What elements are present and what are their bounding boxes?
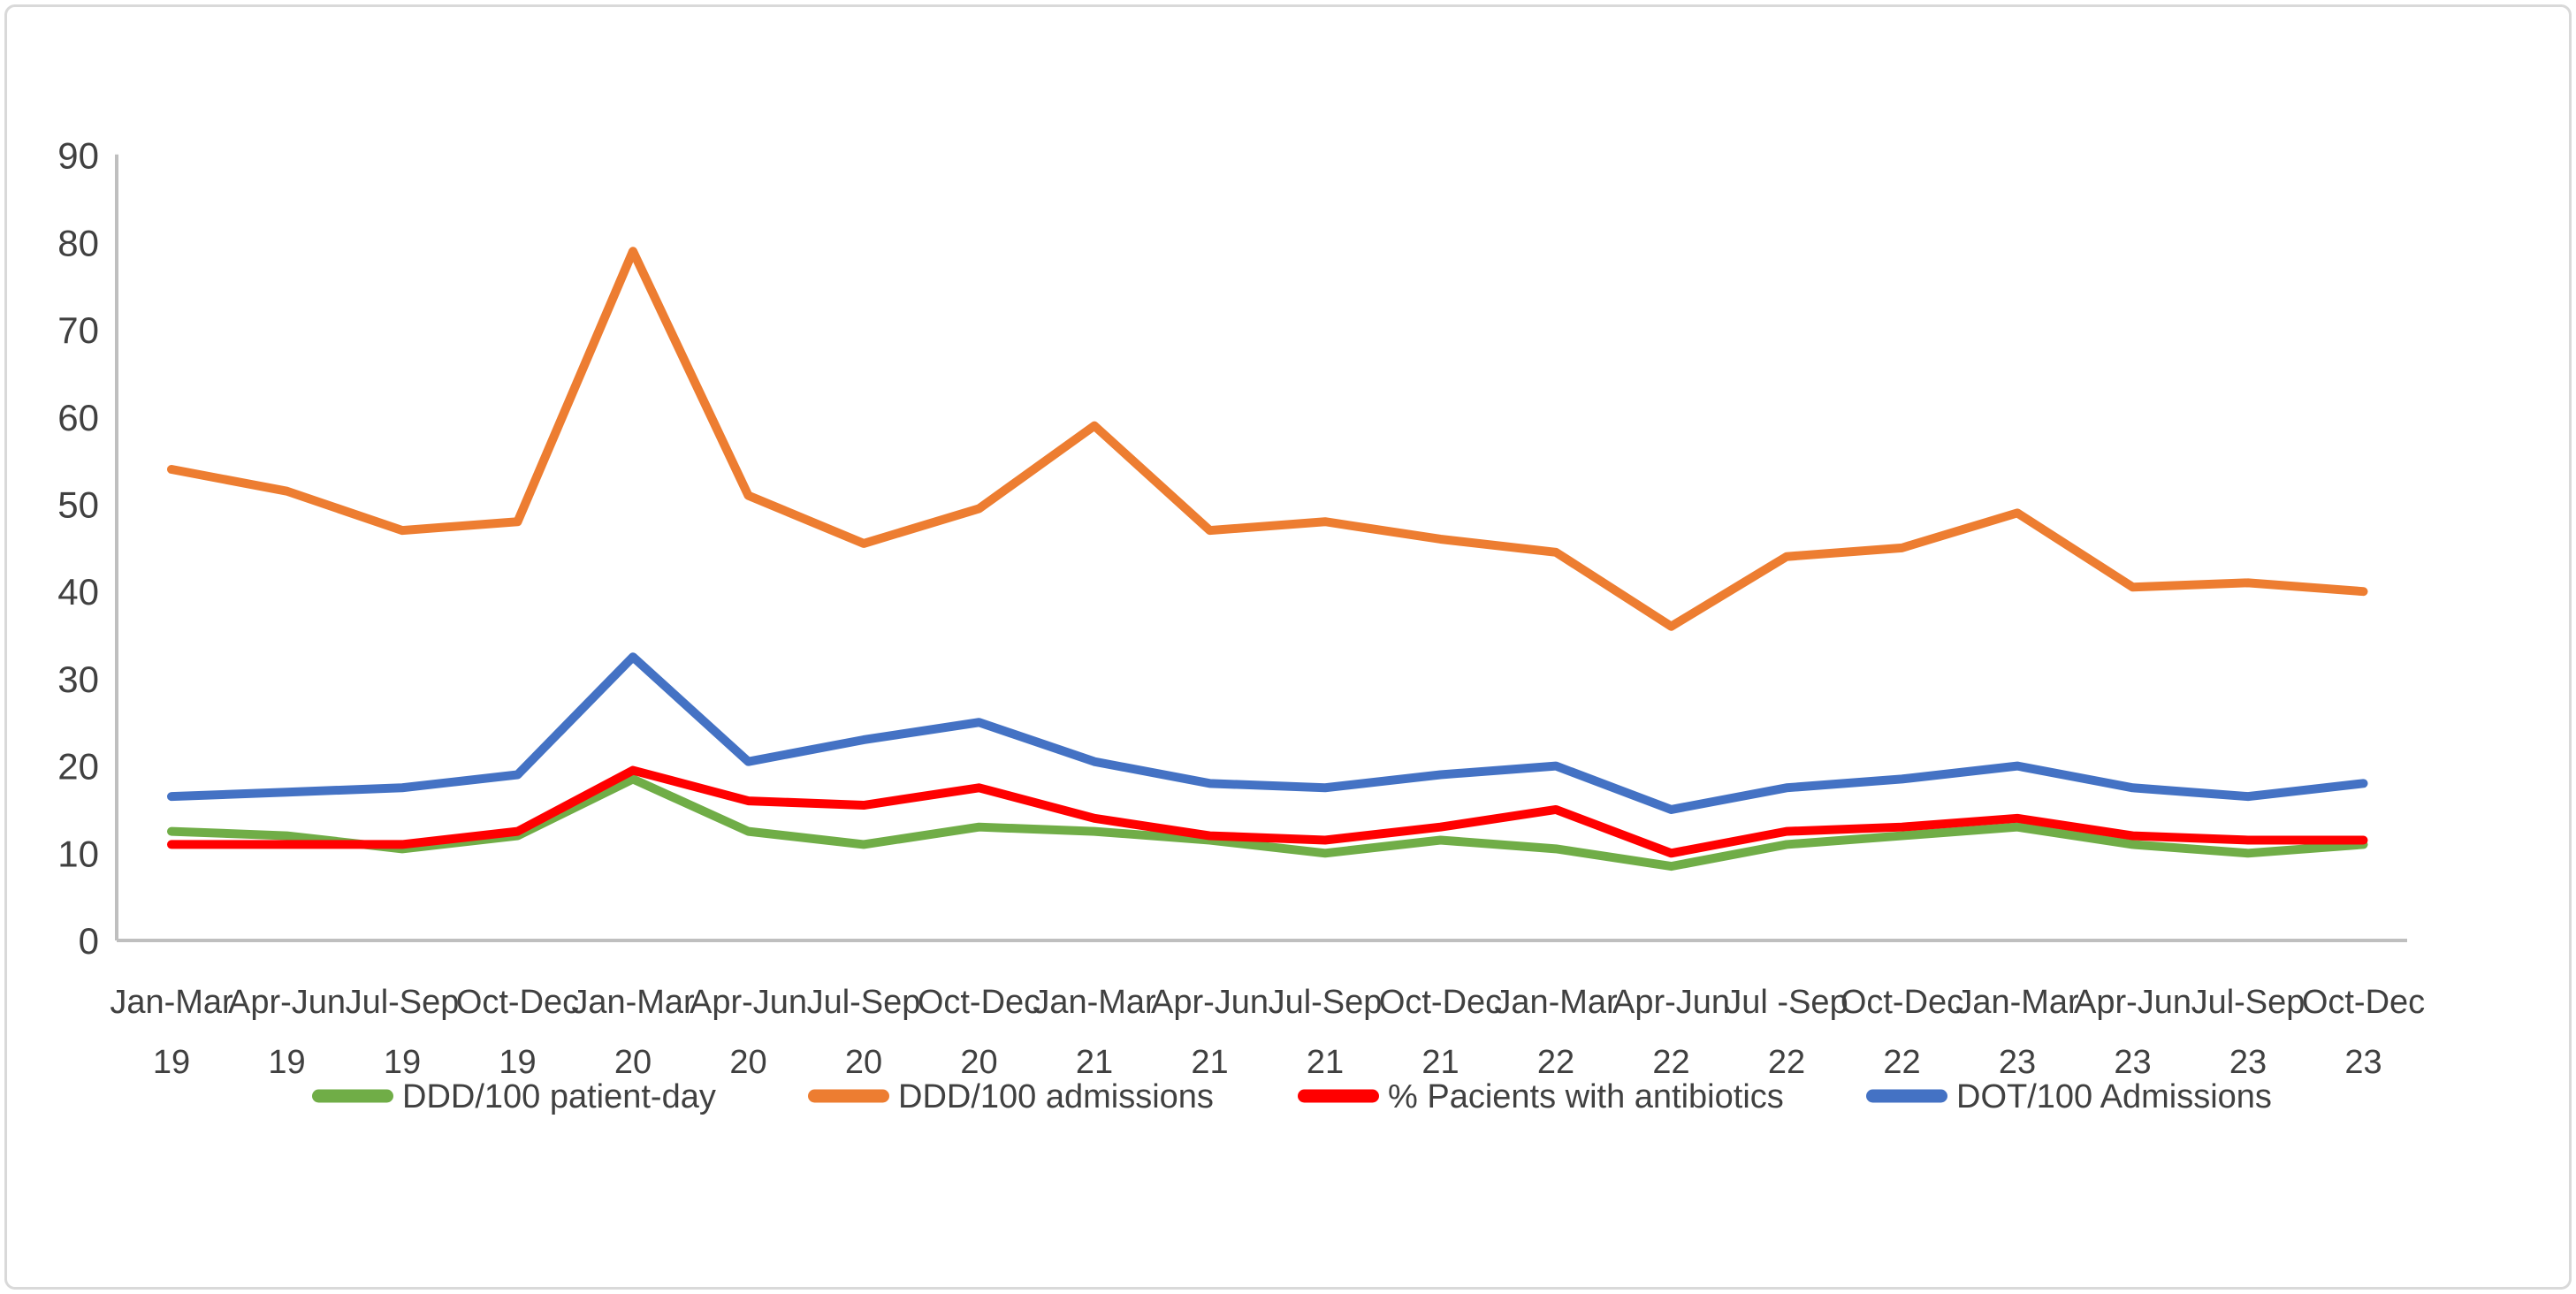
- x-tick-label-line1: Jan-Mar: [571, 984, 695, 1021]
- x-tick-label-line1: Jan-Mar: [1494, 984, 1618, 1021]
- legend-label: DDD/100 admissions: [898, 1078, 1214, 1115]
- x-tick-label-line1: Apr-Jun: [1151, 984, 1269, 1021]
- x-tick-label-line2: 22: [1652, 1044, 1689, 1081]
- x-tick-label-line1: Jul -Sep: [1725, 984, 1848, 1021]
- y-tick-label: 10: [57, 833, 99, 874]
- legend-swatch-icon: [808, 1089, 889, 1103]
- x-tick-label-line1: Apr-Jun: [228, 984, 346, 1021]
- x-tick-label-line2: 19: [153, 1044, 190, 1081]
- x-tick-label-line2: 23: [2229, 1044, 2267, 1081]
- x-tick-label-line2: 23: [2114, 1044, 2151, 1081]
- x-tick-label-line1: Jan-Mar: [1955, 984, 2079, 1021]
- y-tick-label: 30: [57, 658, 99, 700]
- x-tick-label-line1: Jan-Mar: [1033, 984, 1156, 1021]
- legend-label: DOT/100 Admissions: [1956, 1078, 2272, 1115]
- x-tick-label-line2: 21: [1421, 1044, 1459, 1081]
- y-tick-label: 0: [79, 920, 99, 962]
- x-tick-label-line2: 19: [384, 1044, 421, 1081]
- y-tick-label: 60: [57, 397, 99, 438]
- x-tick-label-line1: Oct-Dec: [2302, 984, 2425, 1021]
- x-tick-label-line2: 23: [1999, 1044, 2036, 1081]
- series-line-ddd-100-patient-day: [167, 774, 2368, 872]
- x-tick-label-line1: Oct-Dec: [918, 984, 1040, 1021]
- legend-swatch-icon: [1298, 1089, 1379, 1103]
- y-tick-label: 80: [57, 222, 99, 263]
- x-tick-label-line2: 19: [268, 1044, 305, 1081]
- x-tick-label-line2: 20: [960, 1044, 997, 1081]
- series-line-dot-100-admissions: [167, 652, 2368, 814]
- x-tick-label-line2: 20: [845, 1044, 882, 1081]
- legend-swatch-icon: [1866, 1089, 1947, 1103]
- x-tick-label-line1: Apr-Jun: [690, 984, 807, 1021]
- x-tick-label-line2: 21: [1191, 1044, 1228, 1081]
- x-tick-label-line1: Jul-Sep: [346, 984, 460, 1021]
- x-tick-label-line2: 21: [1307, 1044, 1344, 1081]
- x-tick-label-line1: Oct-Dec: [1841, 984, 1963, 1021]
- y-tick-label: 70: [57, 309, 99, 351]
- x-tick-label-line2: 23: [2344, 1044, 2382, 1081]
- y-tick-label: 50: [57, 484, 99, 526]
- x-tick-label-line2: 20: [729, 1044, 766, 1081]
- x-tick-label-line1: Apr-Jun: [2074, 984, 2191, 1021]
- x-tick-label-line2: 22: [1768, 1044, 1805, 1081]
- legend-label: DDD/100 patient-day: [402, 1078, 716, 1115]
- y-tick-label: 20: [57, 746, 99, 788]
- x-tick-label-line1: Jul-Sep: [2191, 984, 2305, 1021]
- x-tick-label-line2: 19: [499, 1044, 536, 1081]
- x-tick-label-line1: Jul-Sep: [1269, 984, 1383, 1021]
- x-tick-label-line1: Oct-Dec: [1379, 984, 1502, 1021]
- x-tick-label-line2: 21: [1076, 1044, 1113, 1081]
- x-tick-label-line1: Jul-Sep: [807, 984, 921, 1021]
- x-tick-label-line2: 20: [614, 1044, 652, 1081]
- x-tick-label-line2: 22: [1537, 1044, 1574, 1081]
- legend-swatch-icon: [312, 1089, 393, 1103]
- x-tick-label-line1: Apr-Jun: [1612, 984, 1730, 1021]
- x-tick-label-line1: Jan-Mar: [110, 984, 233, 1021]
- y-tick-label: 40: [57, 571, 99, 613]
- x-tick-label-line1: Oct-Dec: [456, 984, 579, 1021]
- legend-label: % Pacients with antibiotics: [1388, 1078, 1784, 1115]
- series-line-ddd-100-admissions: [167, 247, 2368, 631]
- series-line--pacients-with-antibiotics: [167, 765, 2368, 858]
- x-tick-label-line2: 22: [1883, 1044, 1920, 1081]
- y-tick-label: 90: [57, 135, 99, 177]
